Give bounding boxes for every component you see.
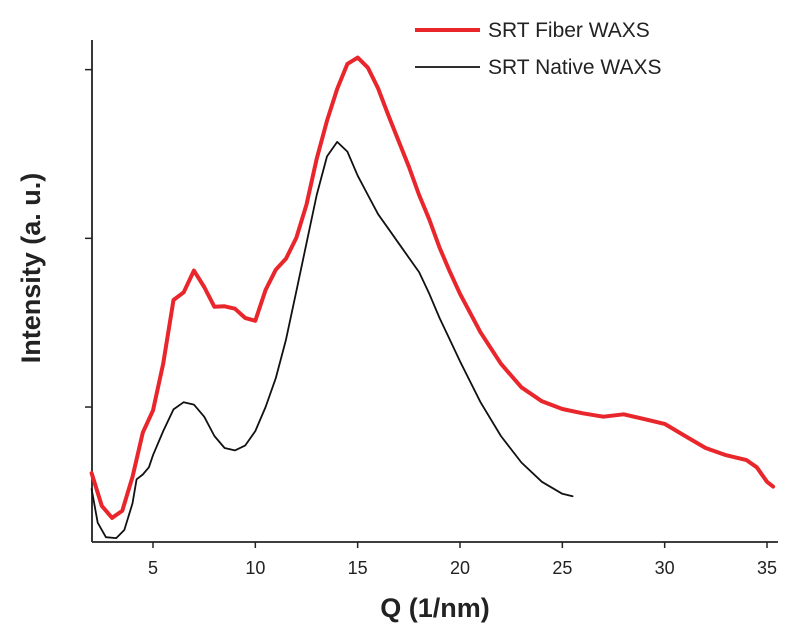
- x-tick-label-25: 25: [552, 558, 572, 578]
- x-axis-title: Q (1/nm): [380, 593, 490, 623]
- x-tick-label-5: 5: [148, 558, 158, 578]
- x-tick-label-10: 10: [245, 558, 265, 578]
- x-tick-label-35: 35: [757, 558, 777, 578]
- x-tick-label-15: 15: [348, 558, 368, 578]
- series-layer: [89, 55, 776, 539]
- legend-label-native: SRT Native WAXS: [488, 56, 662, 79]
- x-ticks: 5 10 15 20 25 30 35: [148, 542, 777, 578]
- axes: [91, 40, 778, 543]
- y-axis-title: Intensity (a. u.): [16, 173, 46, 364]
- legend-label-fiber: SRT Fiber WAXS: [488, 19, 650, 42]
- y-ticks: [85, 68, 92, 408]
- legend: SRT Fiber WAXS SRT Native WAXS: [415, 19, 662, 79]
- series-line-native: [90, 141, 574, 539]
- x-tick-label-20: 20: [450, 558, 470, 578]
- series-line-fiber: [89, 55, 776, 520]
- x-tick-label-30: 30: [655, 558, 675, 578]
